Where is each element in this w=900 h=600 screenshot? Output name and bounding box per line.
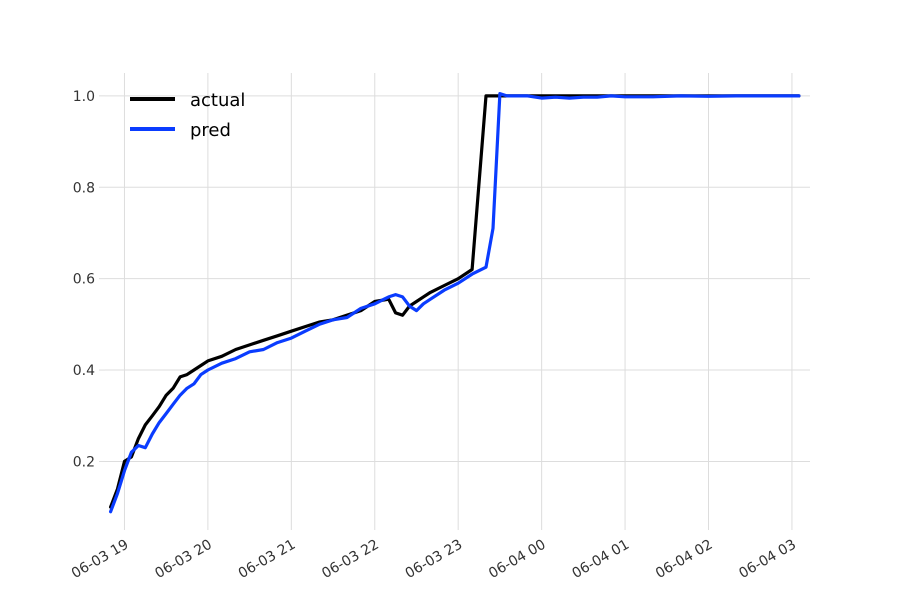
y-tick-label: 0.8 <box>73 180 95 196</box>
x-tick-label: 06-04 02 <box>653 537 716 582</box>
series-line-pred <box>108 91 801 514</box>
legend-label-pred: pred <box>190 120 231 141</box>
x-tick-label: 06-04 00 <box>486 537 549 582</box>
y-axis-ticks: 0.2 0.4 0.6 0.8 1.0 <box>73 89 105 470</box>
x-tick-label: 06-03 23 <box>403 537 466 582</box>
legend-label-actual: actual <box>190 90 245 111</box>
y-tick-label: 0.6 <box>73 272 95 288</box>
y-tick-label: 0.2 <box>73 454 95 470</box>
x-axis-ticks: 06-03 19 06-03 20 06-03 21 06-03 22 06-03 23… <box>69 537 799 582</box>
x-tick-label: 06-03 20 <box>152 537 215 582</box>
x-tick-label: 06-03 22 <box>319 537 382 582</box>
x-tick-label: 06-04 01 <box>570 537 633 582</box>
x-tick-label: 06-03 19 <box>69 537 132 582</box>
y-tick-label: 1.0 <box>73 89 95 105</box>
legend: actual pred <box>130 90 245 141</box>
series-line-actual <box>108 94 801 509</box>
x-tick-label: 06-03 21 <box>236 537 299 582</box>
y-tick-label: 0.4 <box>73 363 95 379</box>
series-lines <box>108 91 801 514</box>
grid-lines <box>105 73 810 530</box>
x-tick-label: 06-04 03 <box>736 537 799 582</box>
